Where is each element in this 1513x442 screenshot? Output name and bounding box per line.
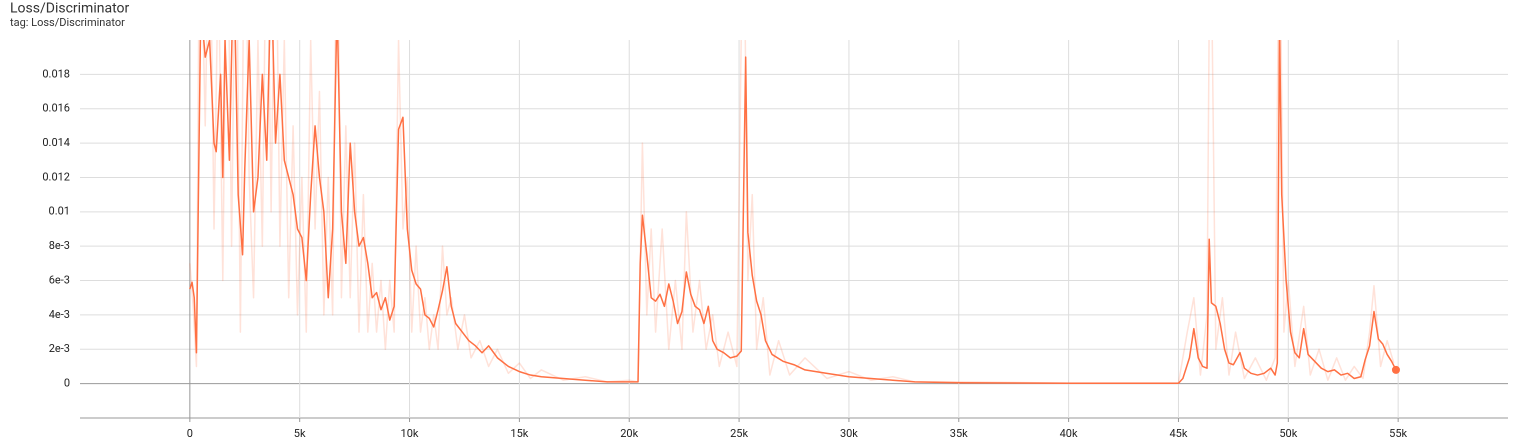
grid bbox=[80, 40, 1508, 422]
y-tick-label: 8e-3 bbox=[49, 239, 70, 252]
y-tick-label: 2e-3 bbox=[49, 342, 70, 355]
x-tick-label: 45k bbox=[1169, 427, 1187, 440]
x-tick-label: 10k bbox=[401, 427, 419, 440]
y-tick-label: 4e-3 bbox=[49, 308, 70, 321]
x-tick-label: 40k bbox=[1060, 427, 1078, 440]
y-tick-label: 0 bbox=[64, 377, 70, 390]
y-tick-label: 0.014 bbox=[42, 136, 70, 149]
series-line bbox=[189, 40, 1397, 385]
x-tick-label: 55k bbox=[1389, 427, 1407, 440]
chart-title: Loss/Discriminator bbox=[10, 1, 130, 17]
y-tick-label: 6e-3 bbox=[49, 273, 70, 286]
y-tick-label: 0.012 bbox=[42, 170, 70, 183]
series-line bbox=[189, 40, 1395, 384]
tick-labels: 0 2e-3 4e-3 6e-3 8e-3 0.01 0.012 0.014 0.016 0.01… bbox=[42, 67, 1407, 440]
y-tick-label: 0.01 bbox=[49, 205, 70, 218]
chart-subtitle: tag: Loss/Discriminator bbox=[10, 16, 125, 29]
x-tick-label: 30k bbox=[840, 427, 858, 440]
x-tick-label: 50k bbox=[1279, 427, 1297, 440]
end-point bbox=[1391, 365, 1400, 374]
x-tick-label: 15k bbox=[510, 427, 528, 440]
y-tick-label: 0.016 bbox=[42, 102, 70, 115]
y-tick-label: 0.018 bbox=[42, 67, 70, 80]
x-tick-label: 20k bbox=[620, 427, 638, 440]
x-tick-label: 0 bbox=[187, 427, 193, 440]
plot-area bbox=[189, 40, 1400, 385]
x-tick-label: 5k bbox=[294, 427, 306, 440]
x-tick-label: 25k bbox=[730, 427, 748, 440]
x-tick-label: 35k bbox=[950, 427, 968, 440]
